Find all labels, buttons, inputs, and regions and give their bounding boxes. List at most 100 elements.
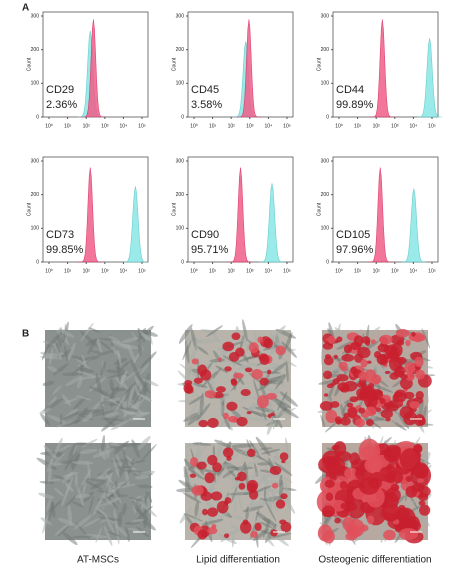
stained-cell — [418, 492, 429, 501]
histogram — [227, 167, 285, 263]
marker-name: CD44 — [336, 84, 364, 96]
stained-cell — [246, 448, 256, 457]
cell — [120, 360, 130, 370]
x-tick-label: 10² — [228, 268, 236, 274]
stained-cell — [370, 374, 382, 385]
stained-cell — [379, 334, 393, 345]
cell — [102, 485, 121, 499]
cell — [129, 403, 145, 415]
stained-cell — [191, 485, 204, 496]
stained-cell — [348, 519, 365, 538]
x-tick-label: 10¹ — [354, 268, 362, 274]
stained-cell — [366, 515, 375, 525]
y-tick-label: 200 — [321, 47, 330, 53]
cell — [110, 488, 122, 504]
cell — [65, 494, 77, 508]
stained-cell — [213, 391, 224, 399]
x-tick-label: 10² — [83, 123, 91, 129]
cell — [274, 408, 296, 417]
stained-cell — [234, 476, 240, 481]
cell — [135, 474, 150, 480]
stained-cell — [216, 386, 226, 393]
cell — [90, 480, 107, 490]
cell — [258, 473, 281, 478]
stained-cell — [246, 411, 252, 415]
x-tick-label: 10⁵ — [283, 268, 291, 274]
x-tick-label: 10⁰ — [335, 123, 343, 129]
cell — [421, 328, 431, 349]
stained-cell — [419, 504, 431, 516]
stained-cell — [251, 369, 263, 380]
cell — [60, 459, 80, 464]
stained-cell — [405, 339, 411, 347]
cell — [268, 532, 292, 539]
stained-cell — [222, 447, 234, 458]
cell — [192, 442, 212, 446]
histogram — [369, 19, 443, 118]
cell — [247, 502, 265, 508]
stained-cell — [410, 463, 432, 488]
stained-cell — [386, 472, 396, 484]
cell — [137, 339, 142, 357]
cell — [242, 319, 248, 342]
stained-cell — [279, 452, 289, 461]
cell — [247, 402, 259, 412]
cell — [52, 385, 62, 395]
cell — [57, 517, 76, 526]
stained-cell — [322, 510, 334, 518]
y-tick-label: 300 — [31, 13, 40, 19]
marker-name: CD105 — [336, 229, 370, 241]
stained-cell — [242, 519, 249, 526]
cell — [61, 394, 72, 407]
cell — [136, 393, 152, 402]
cell — [67, 342, 76, 361]
cell — [247, 417, 270, 422]
y-axis-label: Count — [316, 57, 322, 71]
isotype-peak — [259, 183, 285, 263]
histogram — [77, 167, 149, 263]
cell — [73, 514, 92, 530]
cell — [188, 395, 204, 405]
stained-cell — [275, 345, 287, 356]
x-tick-label: 10⁰ — [335, 268, 343, 274]
cell — [130, 519, 145, 523]
cell — [59, 413, 63, 427]
cell — [62, 411, 82, 420]
cell — [229, 524, 242, 532]
x-tick-label: 10⁰ — [45, 268, 53, 274]
cell — [103, 525, 113, 546]
cell — [116, 359, 121, 383]
stained-cell — [259, 354, 270, 365]
y-tick-label: 300 — [321, 158, 330, 164]
cell — [320, 414, 326, 428]
cell — [285, 332, 293, 350]
stained-cell — [319, 401, 333, 411]
cell — [186, 365, 192, 378]
stained-cell — [417, 478, 424, 483]
cell — [115, 524, 128, 537]
cell — [271, 325, 286, 340]
stained-cell — [254, 522, 262, 532]
cell — [334, 327, 349, 341]
cell — [219, 388, 233, 404]
marker-name: CD29 — [46, 84, 74, 96]
marker-name: CD45 — [191, 84, 219, 96]
column-caption: Lipid differentiation — [196, 555, 280, 566]
cell — [142, 378, 159, 387]
stained-cell — [189, 473, 197, 478]
cell — [39, 408, 51, 415]
x-tick-label: 10⁵ — [138, 123, 146, 129]
cell — [233, 492, 237, 515]
stained-cell — [281, 460, 286, 464]
cell — [118, 370, 127, 390]
cell — [82, 482, 87, 496]
stained-cell — [280, 493, 288, 500]
cell — [100, 341, 111, 350]
cell — [119, 343, 141, 350]
x-tick-label: 10³ — [391, 123, 399, 129]
cell — [271, 450, 280, 468]
y-tick-label: 0 — [36, 259, 39, 265]
cell — [89, 350, 103, 354]
x-tick-label: 10⁵ — [428, 268, 436, 274]
cell — [259, 469, 273, 473]
